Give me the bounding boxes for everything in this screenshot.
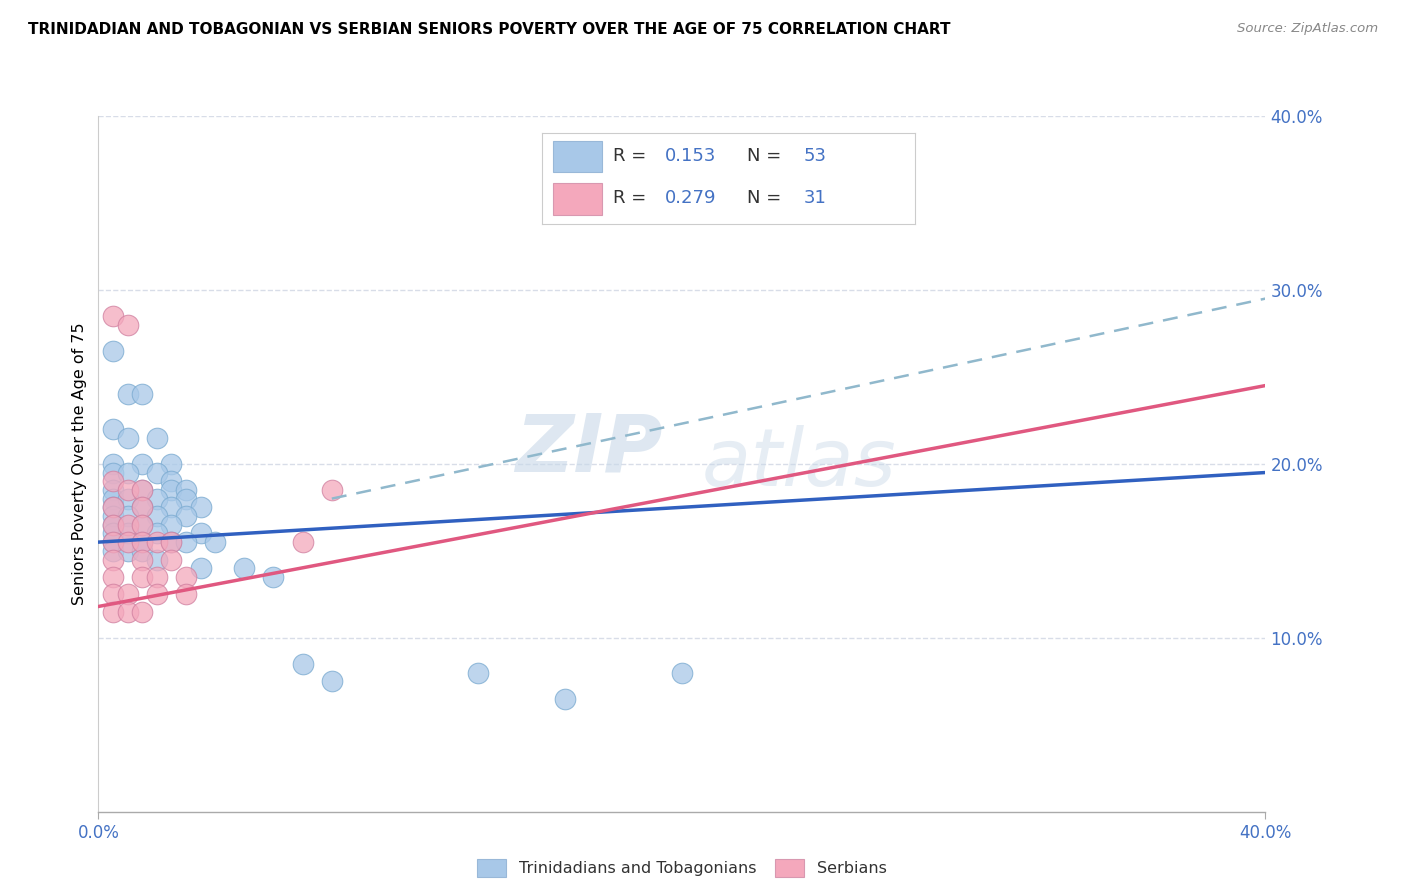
Point (117, 508, 139, 523)
Point (101, 543, 124, 558)
Point (146, 431, 169, 445)
Point (101, 587, 124, 601)
Point (101, 517, 124, 532)
Point (131, 517, 153, 532)
Point (131, 535, 153, 549)
Point (204, 535, 226, 549)
Point (117, 318, 139, 332)
Point (117, 605, 139, 619)
Point (101, 535, 124, 549)
Point (101, 500, 124, 515)
Point (233, 561, 256, 575)
Point (101, 605, 124, 619)
Point (101, 500, 124, 515)
Point (131, 483, 153, 497)
Point (131, 552, 153, 566)
Point (146, 508, 169, 523)
Text: TRINIDADIAN AND TOBAGONIAN VS SERBIAN SENIORS POVERTY OVER THE AGE OF 75 CORRELA: TRINIDADIAN AND TOBAGONIAN VS SERBIAN SE… (28, 22, 950, 37)
Text: Source: ZipAtlas.com: Source: ZipAtlas.com (1237, 22, 1378, 36)
Point (321, 483, 343, 497)
Text: ZIP: ZIP (515, 411, 662, 489)
Point (101, 343, 124, 358)
Point (101, 517, 124, 532)
Point (117, 483, 139, 497)
Point (101, 474, 124, 488)
Point (101, 457, 124, 471)
Point (101, 535, 124, 549)
Point (160, 474, 183, 488)
Point (117, 387, 139, 401)
Point (146, 466, 169, 480)
Point (146, 535, 169, 549)
Point (160, 535, 183, 549)
Point (190, 526, 212, 541)
Point (117, 431, 139, 445)
Point (146, 570, 169, 584)
Point (101, 422, 124, 436)
Point (131, 605, 153, 619)
Point (101, 552, 124, 566)
Point (146, 526, 169, 541)
Point (160, 517, 183, 532)
Point (146, 491, 169, 506)
Point (131, 500, 153, 515)
Text: atlas: atlas (702, 425, 896, 503)
Point (190, 561, 212, 575)
Point (160, 552, 183, 566)
Point (117, 543, 139, 558)
Point (160, 500, 183, 515)
Point (174, 483, 197, 497)
Point (117, 535, 139, 549)
Point (467, 665, 489, 680)
Point (101, 483, 124, 497)
Point (131, 387, 153, 401)
Legend: Trinidadians and Tobagonians, Serbians: Trinidadians and Tobagonians, Serbians (471, 853, 893, 884)
Point (101, 570, 124, 584)
Point (321, 674, 343, 689)
Point (160, 457, 183, 471)
Point (160, 535, 183, 549)
Point (174, 570, 197, 584)
Point (146, 587, 169, 601)
Point (174, 491, 197, 506)
Y-axis label: Seniors Poverty Over the Age of 75: Seniors Poverty Over the Age of 75 (72, 323, 87, 605)
Point (117, 517, 139, 532)
Point (160, 483, 183, 497)
Point (101, 491, 124, 506)
Point (131, 543, 153, 558)
Point (131, 517, 153, 532)
Point (146, 552, 169, 566)
Point (101, 508, 124, 523)
Point (291, 657, 314, 671)
Point (117, 587, 139, 601)
Point (174, 508, 197, 523)
Point (671, 665, 693, 680)
Point (174, 535, 197, 549)
Point (131, 500, 153, 515)
Point (262, 570, 284, 584)
Point (117, 526, 139, 541)
Point (117, 491, 139, 506)
Point (291, 535, 314, 549)
Point (131, 535, 153, 549)
Point (101, 466, 124, 480)
Point (554, 691, 576, 706)
Point (174, 587, 197, 601)
Point (190, 500, 212, 515)
Point (101, 309, 124, 323)
Point (131, 483, 153, 497)
Point (131, 570, 153, 584)
Point (131, 457, 153, 471)
Point (101, 526, 124, 541)
Point (117, 466, 139, 480)
